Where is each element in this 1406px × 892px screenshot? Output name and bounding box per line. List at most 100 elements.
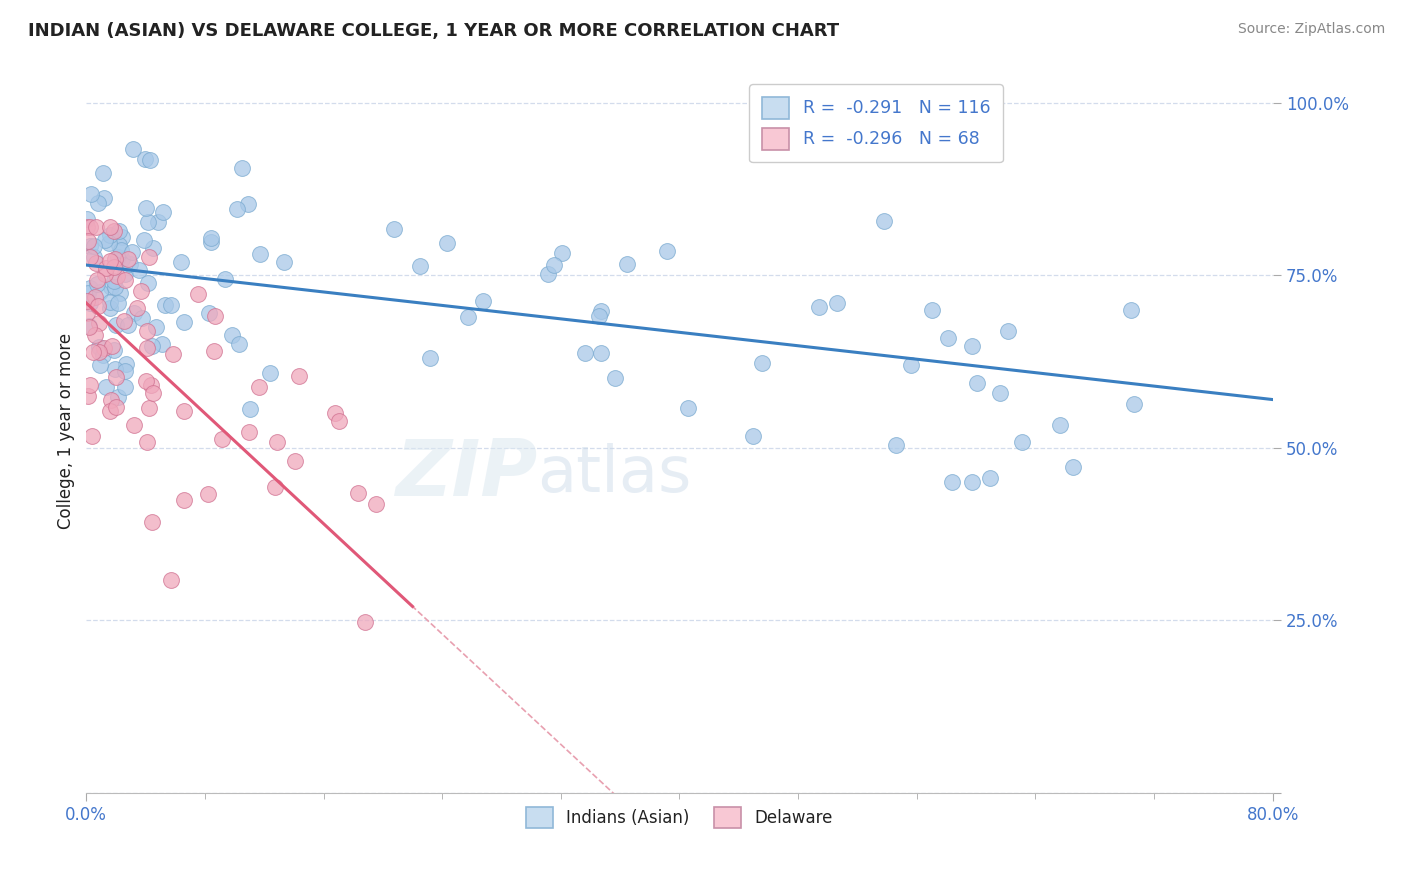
Point xyxy=(87,344,110,359)
Point xyxy=(152,205,174,219)
Point xyxy=(1062,460,1084,475)
Point xyxy=(159,298,181,312)
Point xyxy=(136,341,159,355)
Point xyxy=(266,435,288,450)
Point xyxy=(170,255,193,269)
Point xyxy=(657,244,679,259)
Point xyxy=(100,279,122,293)
Point xyxy=(77,319,100,334)
Point xyxy=(941,475,963,490)
Point xyxy=(960,339,983,353)
Point xyxy=(112,313,135,327)
Point xyxy=(76,220,98,235)
Point xyxy=(591,346,613,360)
Point xyxy=(115,357,138,371)
Point xyxy=(79,320,101,334)
Text: atlas: atlas xyxy=(537,443,692,505)
Point xyxy=(103,224,125,238)
Point xyxy=(131,310,153,325)
Point xyxy=(80,187,103,202)
Point xyxy=(87,196,110,211)
Point xyxy=(108,238,131,252)
Point xyxy=(187,287,209,301)
Point xyxy=(129,285,152,299)
Point xyxy=(79,281,101,295)
Point xyxy=(83,239,105,253)
Point xyxy=(997,324,1019,338)
Point xyxy=(962,475,984,490)
Point xyxy=(353,615,375,629)
Point xyxy=(122,306,145,320)
Point xyxy=(135,374,157,388)
Point xyxy=(160,573,183,587)
Point xyxy=(588,309,610,323)
Point xyxy=(114,364,136,378)
Point xyxy=(936,331,959,345)
Point xyxy=(900,358,922,372)
Point xyxy=(111,252,134,266)
Point xyxy=(108,224,131,238)
Point xyxy=(128,263,150,277)
Point xyxy=(249,246,271,260)
Point xyxy=(100,392,122,407)
Point xyxy=(82,345,104,359)
Point xyxy=(1011,434,1033,449)
Point xyxy=(134,153,156,167)
Point xyxy=(551,245,574,260)
Point xyxy=(86,277,108,292)
Point xyxy=(457,310,479,325)
Point xyxy=(86,300,108,314)
Point xyxy=(77,388,100,402)
Point xyxy=(231,161,253,176)
Point xyxy=(98,294,121,309)
Point xyxy=(202,344,225,359)
Y-axis label: College, 1 year or more: College, 1 year or more xyxy=(58,333,75,529)
Point xyxy=(132,233,155,247)
Point xyxy=(76,294,98,309)
Point xyxy=(76,234,98,248)
Point xyxy=(117,252,139,266)
Point xyxy=(200,230,222,244)
Point xyxy=(135,201,157,215)
Point xyxy=(139,153,162,167)
Point xyxy=(284,454,307,468)
Point xyxy=(472,293,495,308)
Point xyxy=(93,341,115,355)
Point xyxy=(364,497,387,511)
Point xyxy=(225,202,247,217)
Point xyxy=(211,432,233,446)
Point xyxy=(142,241,165,255)
Point xyxy=(228,337,250,351)
Point xyxy=(91,347,114,361)
Point xyxy=(873,213,896,227)
Point xyxy=(84,327,107,342)
Point xyxy=(136,215,159,229)
Point xyxy=(287,368,309,383)
Point xyxy=(103,343,125,357)
Point xyxy=(162,347,184,361)
Text: ZIP: ZIP xyxy=(395,436,537,512)
Point xyxy=(419,351,441,365)
Point xyxy=(605,371,627,385)
Point xyxy=(98,404,121,418)
Point xyxy=(273,255,295,269)
Point xyxy=(107,250,129,264)
Point xyxy=(198,306,221,320)
Point xyxy=(105,269,128,284)
Point xyxy=(117,318,139,333)
Point xyxy=(79,250,101,264)
Point xyxy=(138,401,160,415)
Point xyxy=(114,273,136,287)
Point xyxy=(94,380,117,394)
Point xyxy=(98,220,121,235)
Point xyxy=(436,236,458,251)
Point xyxy=(105,370,128,384)
Text: INDIAN (ASIAN) VS DELAWARE COLLEGE, 1 YEAR OR MORE CORRELATION CHART: INDIAN (ASIAN) VS DELAWARE COLLEGE, 1 YE… xyxy=(28,22,839,40)
Point xyxy=(150,337,173,351)
Point xyxy=(173,404,195,418)
Point xyxy=(89,285,111,300)
Point xyxy=(87,340,110,354)
Point xyxy=(138,251,160,265)
Point xyxy=(84,290,107,304)
Point xyxy=(543,258,565,272)
